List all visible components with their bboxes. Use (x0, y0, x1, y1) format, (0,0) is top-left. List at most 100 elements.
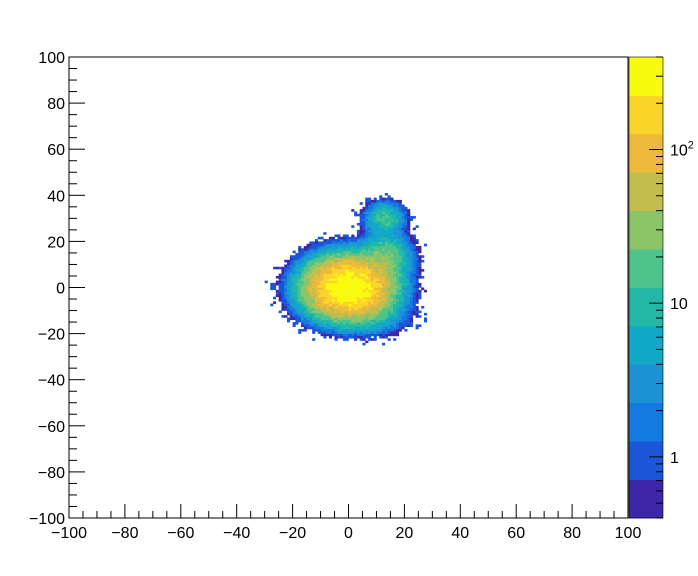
heatmap-cell (317, 296, 321, 300)
heatmap-cell (303, 310, 307, 314)
heatmap-cell (404, 310, 408, 314)
heatmap-cell (365, 287, 369, 291)
heatmap-cell (300, 310, 305, 314)
heatmap-cell (342, 278, 347, 281)
heatmap-cell (370, 287, 374, 291)
heatmap-cell (376, 220, 380, 224)
heatmap-cell (359, 301, 363, 304)
heatmap-cell (273, 282, 277, 286)
heatmap-cell (373, 225, 377, 228)
heatmap-cell (298, 287, 302, 291)
heatmap-cell (373, 220, 377, 224)
heatmap-cell (376, 333, 380, 337)
heatmap-cell (317, 294, 321, 298)
heatmap-cell (340, 264, 344, 268)
heatmap-cell (328, 241, 333, 244)
heatmap-cell (376, 266, 380, 270)
heatmap-cell (415, 312, 419, 316)
heatmap-cell (387, 229, 391, 233)
heatmap-cell (278, 280, 282, 284)
heatmap-cell (342, 236, 347, 240)
heatmap-cell (415, 259, 419, 263)
heatmap-cell (412, 239, 416, 242)
heatmap-cell (373, 239, 377, 242)
heatmap-cell (379, 243, 383, 247)
heatmap-cell (345, 292, 349, 295)
heatmap-cell (396, 204, 400, 208)
heatmap-cell (340, 259, 344, 263)
heatmap-cell (373, 326, 377, 330)
heatmap-cell (407, 243, 411, 247)
x-tick-label: 40 (451, 525, 469, 542)
heatmap-cell (407, 257, 411, 261)
heatmap-cell (351, 273, 355, 277)
heatmap-cell (337, 303, 341, 307)
heatmap-cell (331, 239, 335, 242)
heatmap-cell (387, 241, 391, 244)
heatmap-cell (373, 206, 377, 210)
heatmap-cell (373, 218, 377, 221)
heatmap-cell (312, 317, 316, 321)
heatmap-cell (407, 220, 411, 224)
heatmap-cell (314, 308, 319, 311)
heatmap-cell (393, 292, 397, 295)
heatmap-cell (289, 278, 293, 281)
heatmap-cell (334, 301, 338, 304)
heatmap-cell (396, 303, 400, 307)
heatmap-cell (387, 250, 391, 254)
heatmap-cell (289, 262, 293, 265)
heatmap-cell (412, 303, 416, 307)
heatmap-cell (345, 273, 349, 277)
heatmap-cell (365, 234, 369, 238)
heatmap-cell (384, 287, 388, 291)
heatmap-cell (396, 243, 400, 247)
heatmap-cell (348, 319, 352, 323)
heatmap-cell (365, 303, 369, 307)
heatmap-cell (382, 342, 386, 346)
heatmap-cell (317, 236, 321, 240)
heatmap-cell (409, 322, 414, 325)
heatmap-cell (348, 324, 352, 327)
heatmap-cell (340, 299, 344, 302)
heatmap-cell (359, 220, 363, 224)
heatmap-cell (334, 317, 338, 321)
heatmap-cell (340, 243, 344, 247)
heatmap-cell (317, 328, 321, 332)
heatmap-cell (303, 324, 307, 327)
heatmap-cell (323, 289, 327, 293)
heatmap-cell (340, 328, 344, 332)
heatmap-cell (295, 289, 299, 293)
heatmap-cell (384, 308, 388, 311)
heatmap-cell (270, 285, 274, 288)
heatmap-cell (393, 213, 397, 217)
heatmap-cell (331, 236, 335, 240)
heatmap-cell (379, 315, 383, 318)
heatmap-cell (354, 278, 358, 281)
heatmap-cell (281, 266, 285, 270)
heatmap-cell (387, 213, 391, 217)
heatmap-cell (404, 211, 408, 215)
heatmap-cell (306, 271, 310, 274)
heatmap-cell (284, 303, 288, 307)
heatmap-cell (396, 322, 400, 325)
heatmap-cell (320, 326, 324, 330)
heatmap-cell (320, 282, 324, 286)
heatmap-cell (393, 331, 397, 334)
heatmap-cell (323, 278, 327, 281)
heatmap-cell (418, 255, 422, 258)
heatmap-cell (320, 317, 324, 321)
heatmap-cell (303, 308, 307, 311)
heatmap-cell (401, 225, 405, 228)
heatmap-cell (317, 317, 321, 321)
heatmap-cell (365, 232, 369, 235)
heatmap-cell (393, 312, 397, 316)
heatmap-cell (351, 285, 355, 288)
heatmap-cell (407, 222, 411, 226)
heatmap-cell (281, 289, 285, 293)
heatmap-cell (331, 264, 335, 268)
heatmap-cell (281, 301, 285, 304)
heatmap-cell (387, 287, 391, 291)
heatmap-cell (284, 294, 288, 298)
heatmap-cell (314, 328, 319, 332)
heatmap-cell (359, 310, 363, 314)
